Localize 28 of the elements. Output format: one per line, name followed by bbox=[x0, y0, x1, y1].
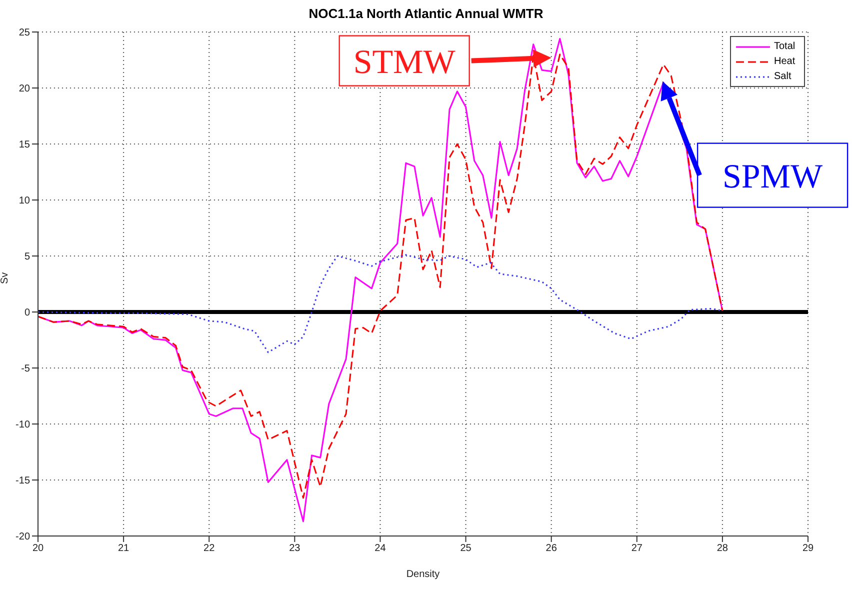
y-tick-label: 25 bbox=[18, 28, 30, 39]
y-tick-label: -10 bbox=[16, 420, 30, 431]
x-tick-label: 29 bbox=[802, 543, 814, 554]
x-tick-label: 26 bbox=[546, 543, 558, 554]
y-tick-label: -20 bbox=[16, 532, 30, 543]
x-tick-label: 24 bbox=[374, 543, 386, 554]
x-axis-title: Density bbox=[406, 569, 440, 580]
x-tick-label: 20 bbox=[32, 543, 44, 554]
chart-title: NOC1.1a North Atlantic Annual WMTR bbox=[308, 6, 544, 21]
y-tick-label: 10 bbox=[18, 196, 30, 207]
y-tick-label: 15 bbox=[18, 140, 30, 151]
y-tick-label: 0 bbox=[24, 308, 30, 319]
y-tick-label: -15 bbox=[16, 476, 30, 487]
y-tick-label: -5 bbox=[21, 364, 30, 375]
y-axis-title: Sv bbox=[0, 272, 11, 284]
x-tick-label: 23 bbox=[289, 543, 301, 554]
x-tick-label: 21 bbox=[118, 543, 130, 554]
legend-label: Total bbox=[774, 41, 796, 52]
y-tick-label: 5 bbox=[24, 252, 30, 263]
x-tick-label: 27 bbox=[631, 543, 643, 554]
annotation: SPMW bbox=[722, 158, 824, 196]
x-tick-label: 25 bbox=[460, 543, 472, 554]
annotation: STMW bbox=[353, 44, 456, 81]
legend-label: Heat bbox=[774, 56, 796, 67]
x-tick-label: 28 bbox=[716, 543, 728, 554]
y-tick-label: 20 bbox=[18, 84, 30, 95]
x-tick-label: 22 bbox=[204, 543, 216, 554]
legend-label: Salt bbox=[774, 71, 792, 82]
